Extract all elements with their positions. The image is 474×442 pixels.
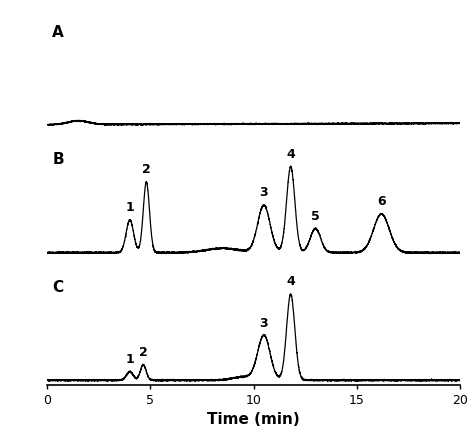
Text: 2: 2	[139, 346, 148, 359]
Text: 3: 3	[260, 187, 268, 199]
Text: 3: 3	[260, 316, 268, 330]
Text: A: A	[52, 25, 64, 40]
Text: 1: 1	[126, 353, 134, 366]
X-axis label: Time (min): Time (min)	[207, 412, 300, 427]
Text: 1: 1	[126, 201, 134, 214]
Text: 4: 4	[286, 148, 295, 160]
Text: B: B	[52, 152, 64, 168]
Text: 5: 5	[311, 210, 320, 222]
Text: 4: 4	[286, 275, 295, 288]
Text: 6: 6	[377, 195, 386, 208]
Text: 2: 2	[142, 163, 151, 176]
Text: C: C	[52, 280, 64, 295]
